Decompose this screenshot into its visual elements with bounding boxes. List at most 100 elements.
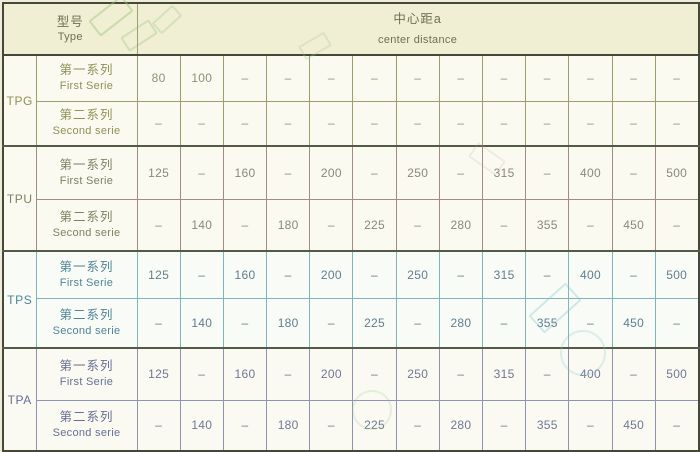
series-label: 第二系列 Second serie [35,297,138,349]
value-cell: – [525,54,570,102]
value-cell: – [309,297,354,349]
value-cell: – [309,198,354,252]
value-cell: – [438,100,484,147]
value-cell: – [438,54,484,102]
value-cell: 500 [654,145,700,200]
value-cell: 250 [395,347,440,401]
series-label-en: First Serie [59,174,114,187]
value-cell: 315 [482,347,527,401]
value-cell: – [222,54,268,102]
value-cell: 160 [222,145,268,200]
value-cell: 140 [179,399,224,452]
series-label-zh: 第一系列 [59,157,114,172]
value-cell: – [352,145,397,200]
value-cell: – [352,100,397,147]
value-cell: 125 [136,145,181,200]
value-cell: – [568,54,613,102]
type-label-tpu: TPU [2,145,37,252]
value-cell: 80 [136,54,181,102]
value-cell: – [525,100,570,147]
value-cell: – [309,54,354,102]
value-cell: – [654,100,700,147]
center-distance-header: 中心距a center distance [137,3,699,56]
value-cell: 450 [611,198,656,252]
value-cell: – [438,145,484,200]
value-cell: – [482,198,527,252]
value-cell: – [482,399,527,452]
table-row-tpu-second: 第二系列 Second serie – 140 – 180 – 225 – 28… [3,198,700,252]
value-cell: – [525,250,570,299]
value-cell: – [568,399,613,452]
value-cell: – [568,297,613,349]
value-cell: 200 [309,250,354,299]
value-cell: – [482,297,527,349]
value-cell: 160 [222,250,268,299]
series-label-en: First Serie [59,276,114,289]
value-cell: 400 [568,145,613,200]
value-cell: 100 [179,54,224,102]
value-cell: – [179,347,224,401]
value-cell: – [395,297,440,349]
series-label-en: First Serie [59,80,114,93]
value-cell: – [568,198,613,252]
series-label: 第一系列 First Serie [35,54,138,102]
series-label: 第一系列 First Serie [35,250,138,299]
value-cell: 315 [482,250,527,299]
series-label-en: First Serie [59,376,114,389]
value-cell: – [136,297,181,349]
type-label-tpg: TPG [2,54,37,147]
series-label: 第二系列 Second serie [35,399,138,452]
value-cell: – [179,145,224,200]
value-cell: – [222,198,268,252]
value-cell: – [482,54,527,102]
value-cell: 280 [438,399,484,452]
value-cell: 200 [309,145,354,200]
series-label-en: Second serie [52,324,121,337]
series-label-zh: 第二系列 [59,410,114,425]
value-cell: – [266,54,311,102]
value-cell: 500 [654,250,700,299]
type-label-tps: TPS [2,250,37,349]
value-cell: 450 [611,399,656,452]
value-cell: – [309,100,354,147]
value-cell: 125 [136,347,181,401]
series-label: 第一系列 First Serie [35,145,138,200]
value-cell: – [266,250,311,299]
table-row-tpa-first: TPA 第一系列 First Serie 125 – 160 – 200 – 2… [2,347,700,452]
type-header-zh: 型号 [56,14,84,29]
value-cell: – [654,54,700,102]
value-cell: – [136,100,181,147]
value-cell: – [395,100,440,147]
type-header: 型号 Type [3,3,138,56]
series-label-en: Second serie [52,125,121,138]
value-cell: 280 [438,297,484,349]
value-cell: 225 [352,198,397,252]
table-row-tpa-second: 第二系列 Second serie – 140 – 180 – 225 – 28… [3,399,700,452]
value-cell: 140 [179,198,224,252]
series-label-zh: 第二系列 [59,307,114,322]
value-cell: – [222,100,268,147]
value-cell: – [179,100,224,147]
series-label-zh: 第一系列 [59,259,114,274]
table-row-tps-second: 第二系列 Second serie – 140 – 180 – 225 – 28… [3,297,700,349]
value-cell: – [395,198,440,252]
value-cell: 500 [654,347,700,401]
series-label-en: Second serie [52,427,121,440]
value-cell: – [266,100,311,147]
value-cell: – [352,54,397,102]
center-distance-header-en: center distance [378,33,458,46]
value-cell: – [222,297,268,349]
value-cell: – [266,145,311,200]
value-cell: 160 [222,347,268,401]
value-cell: – [611,100,656,147]
table-row-tpg-second: 第二系列 Second serie – – – – – – – – – – – … [3,100,700,147]
value-cell: – [395,54,440,102]
value-cell: 280 [438,198,484,252]
value-cell: – [654,399,700,452]
value-cell: 200 [309,347,354,401]
value-cell: – [136,399,181,452]
value-cell: – [482,100,527,147]
series-label-zh: 第一系列 [59,359,114,374]
value-cell: – [136,198,181,252]
